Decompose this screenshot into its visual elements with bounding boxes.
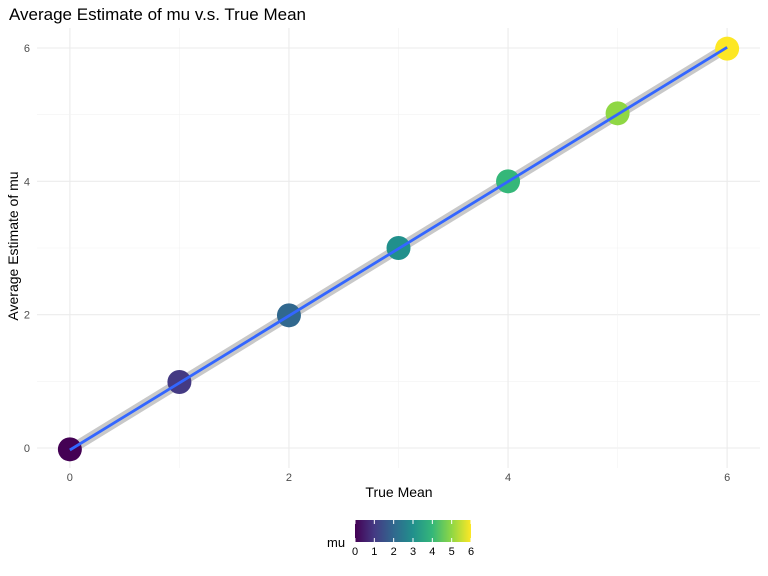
x-tick-label: 0 (67, 472, 73, 484)
y-tick-label: 4 (24, 176, 30, 188)
legend-tick-label: 0 (352, 546, 358, 558)
legend-tick-label: 6 (468, 546, 474, 558)
legend-tick-label: 3 (410, 546, 416, 558)
legend: mu 0 1 2 3 4 5 6 (327, 520, 474, 558)
legend-tick-label: 2 (391, 546, 397, 558)
legend-tick-label: 1 (371, 546, 377, 558)
legend-tick-label: 5 (449, 546, 455, 558)
legend-colorbar (355, 520, 471, 542)
x-tick-labels: 0 2 4 6 (67, 472, 730, 484)
y-tick-label: 0 (24, 443, 30, 455)
x-tick-label: 2 (286, 472, 292, 484)
fit-line (69, 46, 728, 452)
y-tick-label: 6 (24, 43, 30, 55)
legend-tick-label: 4 (429, 546, 435, 558)
x-tick-label: 6 (724, 472, 730, 484)
legend-ticks: 0 1 2 3 4 5 6 (352, 520, 474, 558)
y-tick-labels: 0 2 4 6 (24, 43, 30, 455)
x-tick-label: 4 (505, 472, 511, 484)
x-axis-title: True Mean (365, 484, 432, 500)
chart-title: Average Estimate of mu v.s. True Mean (9, 5, 306, 24)
legend-title: mu (327, 535, 345, 550)
y-axis-title: Average Estimate of mu (5, 171, 21, 320)
fit-line-group (69, 46, 728, 452)
y-tick-label: 2 (24, 310, 30, 322)
